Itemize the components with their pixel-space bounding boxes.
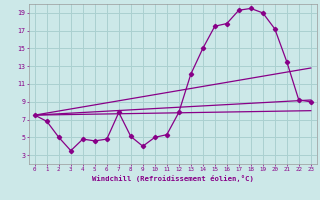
- X-axis label: Windchill (Refroidissement éolien,°C): Windchill (Refroidissement éolien,°C): [92, 175, 254, 182]
